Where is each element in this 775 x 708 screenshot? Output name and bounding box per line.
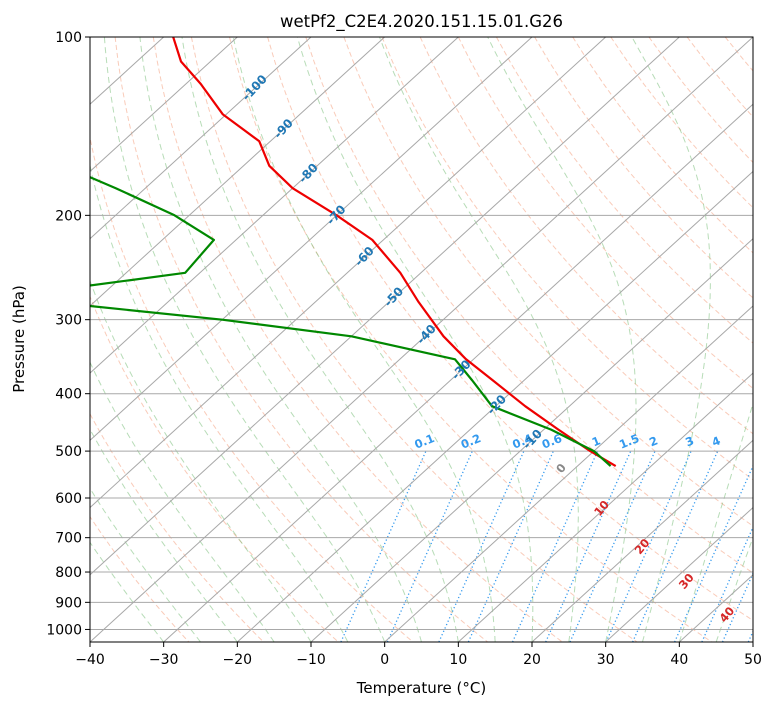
mixing-ratio-line — [674, 464, 753, 642]
y-tick-label: 900 — [55, 595, 82, 611]
y-tick-label: 800 — [55, 565, 82, 581]
dry-adiabat-line — [190, 37, 638, 642]
isotherm-line — [90, 37, 753, 642]
x-tick-label: −40 — [75, 652, 105, 668]
dry-adiabat-line — [90, 295, 339, 642]
mixing-ratio-lines — [340, 450, 753, 642]
mixing-ratio-line — [545, 450, 632, 642]
plot-area: 0.10.20.40.611.52346810131620253036-100-… — [90, 37, 753, 642]
dry-adiabat-line — [534, 37, 753, 299]
isotherm-line — [531, 439, 753, 642]
y-tick-label: 500 — [55, 444, 82, 460]
dry-adiabat-line — [152, 37, 563, 642]
isotherm-line — [384, 305, 753, 642]
mixing-ratio-line — [569, 450, 656, 642]
x-axis: −40 −30 −20 −10 0 10 20 30 40 50 — [75, 642, 762, 668]
y-tick-label: 700 — [55, 531, 82, 547]
moist-adiabat-line — [90, 428, 238, 642]
x-tick-label: 10 — [449, 652, 467, 668]
moist-adiabat-line — [90, 361, 275, 642]
isotherm-line — [605, 506, 753, 642]
y-tick-label: 100 — [55, 30, 82, 46]
chart-title: wetPf2_C2E4.2020.151.15.01.G26 — [280, 12, 563, 32]
mixing-ratio-line — [386, 450, 473, 642]
x-tick-label: 30 — [597, 652, 615, 668]
moist-adiabat-line — [379, 37, 579, 642]
y-tick-label: 200 — [55, 208, 82, 224]
x-tick-label: −20 — [223, 652, 253, 668]
dry-adiabat-line — [90, 135, 414, 642]
y-axis-title: Pressure (hPa) — [10, 285, 28, 393]
x-tick-label: −30 — [149, 652, 179, 668]
y-tick-label: 1000 — [46, 622, 82, 638]
y-axis: 100 200 300 400 500 600 700 800 900 1000 — [46, 30, 90, 638]
isotherm-line — [90, 37, 459, 374]
y-tick-label: 300 — [55, 313, 82, 329]
dry-adiabat-line — [114, 37, 488, 642]
x-tick-label: 40 — [670, 652, 688, 668]
dry-adiabat-line — [381, 37, 753, 481]
moist-adiabat-line — [296, 37, 534, 642]
moist-adiabat-line — [181, 37, 459, 642]
moist-adiabat-line — [103, 37, 386, 642]
isotherm-line — [90, 37, 386, 307]
isotherm-line — [310, 237, 753, 642]
plot-frame — [89, 36, 754, 643]
dewpoint-profile — [90, 176, 612, 467]
dry-adiabat-line — [343, 37, 753, 527]
mixing-ratio-line — [467, 450, 554, 642]
mixing-ratio-line — [632, 450, 719, 642]
y-tick-label: 400 — [55, 387, 82, 403]
background-lines — [90, 37, 753, 642]
isotherm-line — [90, 37, 312, 240]
isotherm-line — [236, 170, 753, 642]
moist-adiabat-line — [487, 37, 637, 642]
isotherm-line — [90, 37, 680, 576]
dry-adiabat-line — [90, 515, 190, 642]
mixing-ratio-line — [701, 525, 753, 642]
moist-adiabat-line — [678, 401, 753, 642]
dry-adiabat-line — [229, 37, 712, 642]
x-tick-label: −10 — [296, 652, 326, 668]
mixing-ratio-line — [605, 450, 692, 642]
moist-adiabat-line — [139, 37, 422, 642]
y-tick-label: 600 — [55, 491, 82, 507]
temperature-profile — [172, 37, 617, 468]
isotherm-line — [90, 37, 238, 173]
x-tick-label: 20 — [523, 652, 541, 668]
moist-adiabat-line — [90, 541, 165, 642]
moist-adiabat-line — [232, 37, 496, 642]
dry-adiabat-line — [267, 37, 753, 622]
moist-adiabat-line — [631, 37, 711, 642]
isotherm-lines — [90, 37, 753, 642]
profile-lines — [90, 37, 617, 468]
isotherm-line — [457, 372, 753, 642]
x-axis-title: Temperature (°C) — [356, 679, 486, 697]
mixing-ratio-line — [438, 450, 525, 642]
isotherm-line — [90, 37, 533, 442]
isobar-lines — [90, 37, 753, 630]
x-tick-label: 50 — [744, 652, 762, 668]
isotherm-line — [90, 37, 607, 509]
moist-adiabat-line — [90, 487, 201, 642]
isotherm-line — [163, 103, 753, 642]
mixing-ratio-line — [511, 450, 599, 642]
x-tick-label: 0 — [380, 652, 389, 668]
moist-adiabat-line — [715, 535, 753, 642]
